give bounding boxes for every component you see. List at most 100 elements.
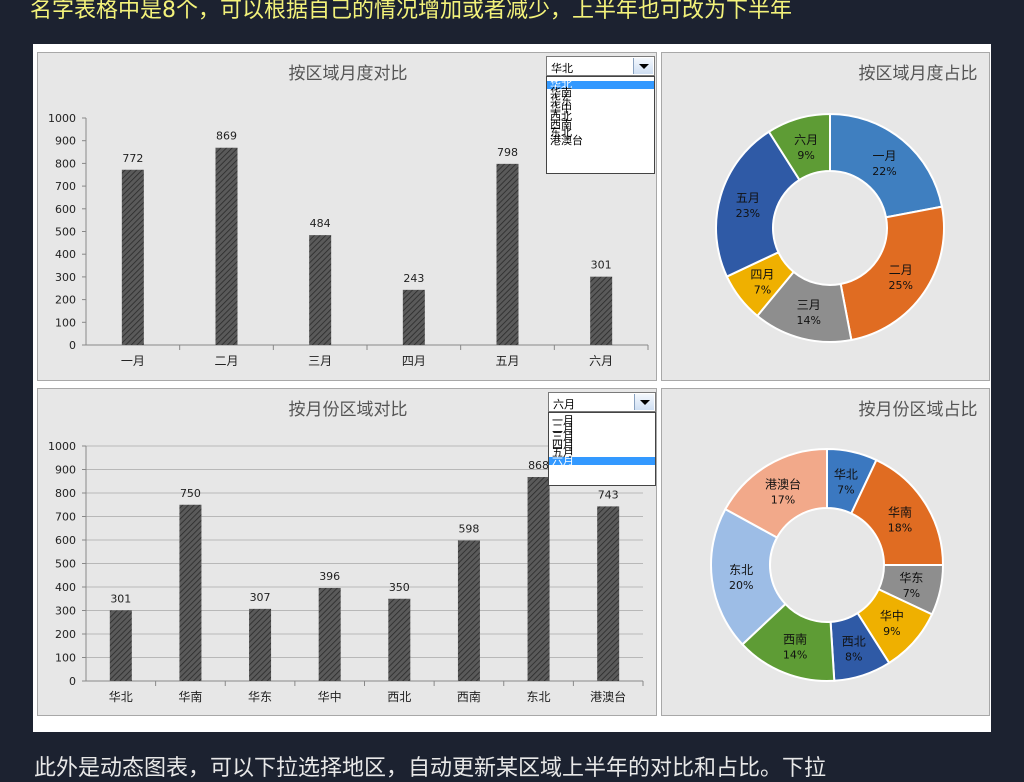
data-label: 301 [110,592,131,605]
month-select[interactable]: 六月 [548,392,656,412]
y-tick-label: 800 [55,157,76,170]
slice-percent: 14% [797,314,821,327]
bar [215,147,238,345]
data-label: 869 [216,130,237,143]
y-tick-label: 700 [55,511,76,524]
bar [249,608,272,681]
slice-percent: 9% [797,149,814,162]
y-tick-label: 600 [55,534,76,547]
data-label: 350 [389,581,410,594]
region-option[interactable]: 华东 [550,94,572,107]
x-tick-label: 华南 [178,689,202,704]
x-tick-label: 华东 [248,690,272,704]
data-label: 243 [403,272,424,285]
region-option[interactable]: 华中 [550,102,572,115]
bar [457,540,480,681]
region-option[interactable]: 华南 [550,86,572,99]
chart-title: 按区域月度占比 [859,64,978,84]
chevron-down-icon[interactable] [633,58,653,74]
x-tick-label: 东北 [527,690,551,704]
slice-percent: 20% [729,579,753,592]
bar [179,504,202,681]
slice-percent: 7% [903,587,920,600]
data-label: 301 [591,259,612,272]
month-option[interactable]: 四月 [552,438,574,451]
region-dropdown[interactable]: 华北 华北 华南 华东 华中 西北 西南 东北 港澳台 [546,56,655,174]
bar [109,610,132,681]
data-label: 396 [319,570,340,583]
y-tick-label: 200 [55,294,76,307]
slice-label: 三月 [797,298,821,312]
bar [590,276,613,345]
slice-label: 华南 [888,505,912,520]
chart-title: 按区域月度对比 [289,64,408,84]
caption-top: 名字表格中是8个，可以根据自己的情况增加或者减少，上半年也可改为下半年 [30,0,792,23]
region-select[interactable]: 华北 [546,56,655,76]
worksheet: 按区域月度对比 0 100 200 300 400 500 600 700 800 900 1000 一… [33,44,991,732]
data-label: 743 [598,488,619,501]
slice-label: 华东 [899,571,923,585]
region-option[interactable]: 西南 [550,118,572,131]
y-tick-label: 300 [55,605,76,618]
y-tick-label: 1000 [48,440,76,453]
bar [527,477,550,681]
region-option[interactable]: 华北 [547,79,654,90]
month-select-value: 六月 [553,398,575,411]
region-option[interactable]: 西北 [550,110,572,123]
y-tick-label: 200 [55,628,76,641]
data-label: 868 [528,459,549,472]
region-option[interactable]: 港澳台 [550,134,583,147]
y-tick-label: 800 [55,487,76,500]
donut-slice [839,205,945,342]
donut-chart-region-panel: 按月份区域占比 华北 7% 华南 18% 华东 7% 华中 9% 西北 8% 西南 14% 东北 20% 港澳… [661,388,990,716]
chevron-down-icon[interactable] [634,394,654,410]
data-label: 307 [250,591,271,604]
month-option[interactable]: 三月 [552,430,574,443]
data-label: 750 [180,487,201,500]
slice-label: 港澳台 [765,477,801,492]
y-tick-label: 600 [55,203,76,216]
data-label: 798 [497,146,518,159]
bar [121,169,144,345]
month-options-list: 一月 二月 三月 四月 五月 六月 [548,412,656,486]
bar [388,598,411,681]
bar [597,506,620,681]
slice-percent: 25% [888,279,912,292]
month-option[interactable]: 六月 [549,455,655,466]
x-tick-label: 一月 [121,354,145,368]
x-tick-label: 西北 [387,690,411,704]
y-tick-label: 0 [69,339,76,352]
slice-percent: 14% [783,648,807,661]
x-tick-label: 五月 [495,354,519,368]
slice-percent: 22% [872,165,896,178]
y-tick-label: 500 [55,558,76,571]
bar [309,235,332,345]
slice-percent: 7% [837,484,854,497]
region-option[interactable]: 东北 [550,126,572,139]
month-option[interactable]: 五月 [552,446,574,459]
data-label: 772 [122,152,143,165]
y-tick-label: 300 [55,271,76,284]
x-tick-label: 华中 [318,689,342,704]
donut-slice [723,447,828,539]
caption-bottom: 此外是动态图表，可以下拉选择地区，自动更新某区域上半年的对比和占比。下拉 [34,756,827,781]
donut-slice [829,112,944,219]
y-tick-label: 700 [55,180,76,193]
donut-slice [767,112,831,182]
y-tick-label: 900 [55,464,76,477]
slice-label: 六月 [794,133,818,147]
y-tick-label: 100 [55,652,76,665]
bar-chart-month: 按区域月度对比 0 100 200 300 400 500 600 700 800 900 1000 一… [48,64,649,368]
region-options-list: 华北 华南 华东 华中 西北 西南 东北 港澳台 [546,76,655,174]
slice-percent: 7% [754,283,771,296]
slice-label: 四月 [750,267,774,281]
month-option[interactable]: 二月 [552,422,574,435]
month-dropdown[interactable]: 六月 一月 二月 三月 四月 五月 六月 [548,392,656,486]
slice-percent: 23% [736,207,760,220]
region-select-value: 华北 [551,62,573,75]
slice-label: 西南 [783,631,807,646]
y-tick-label: 400 [55,248,76,261]
y-tick-label: 400 [55,581,76,594]
month-option[interactable]: 一月 [552,414,574,427]
data-label: 598 [458,522,479,535]
